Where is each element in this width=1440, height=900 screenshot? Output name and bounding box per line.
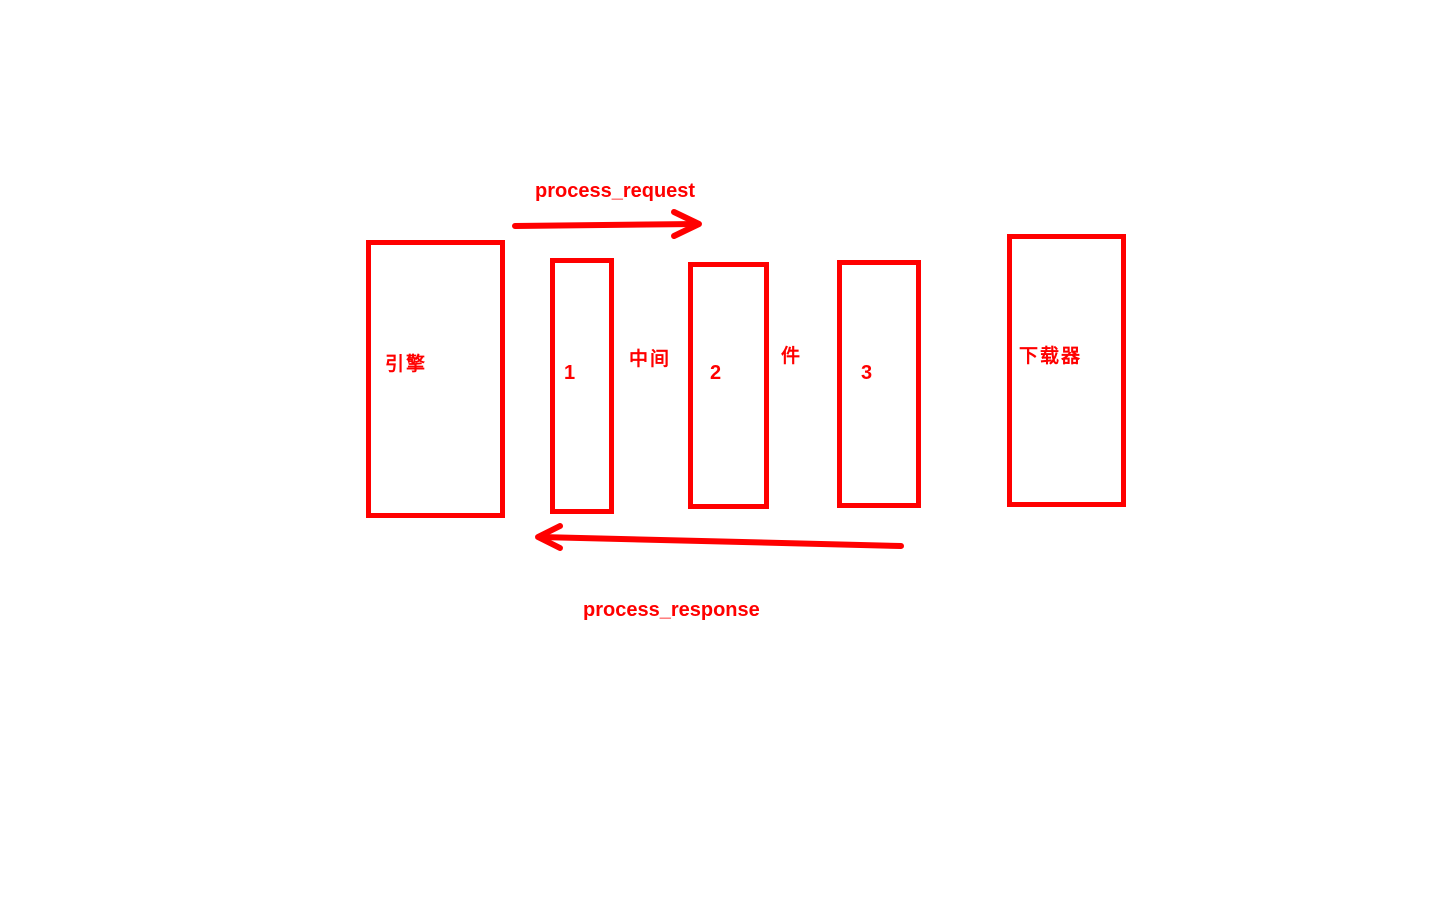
middleware-box-2 (688, 262, 769, 509)
downloader-label: 下载器 (1019, 345, 1083, 367)
middleware-number-1: 1 (564, 362, 576, 384)
response-arrow-head (535, 523, 563, 551)
engine-box (366, 240, 505, 518)
middleware-box-1 (550, 258, 614, 514)
middleware-number-2: 2 (710, 362, 722, 384)
process-response-label: process_response (583, 599, 760, 621)
request-arrow (512, 209, 702, 239)
engine-label: 引擎 (385, 353, 428, 375)
middleware-label-part1: 中间 (629, 348, 672, 370)
downloader-box (1007, 234, 1126, 507)
middleware-number-3: 3 (861, 362, 873, 384)
response-arrow-shaft (537, 534, 904, 549)
middleware-label-part2: 件 (781, 345, 803, 367)
request-arrow-head (671, 209, 702, 239)
request-arrow-shaft (512, 221, 700, 229)
response-arrow (535, 523, 904, 551)
process-request-label: process_request (535, 180, 696, 202)
middleware-box-3 (837, 260, 921, 508)
